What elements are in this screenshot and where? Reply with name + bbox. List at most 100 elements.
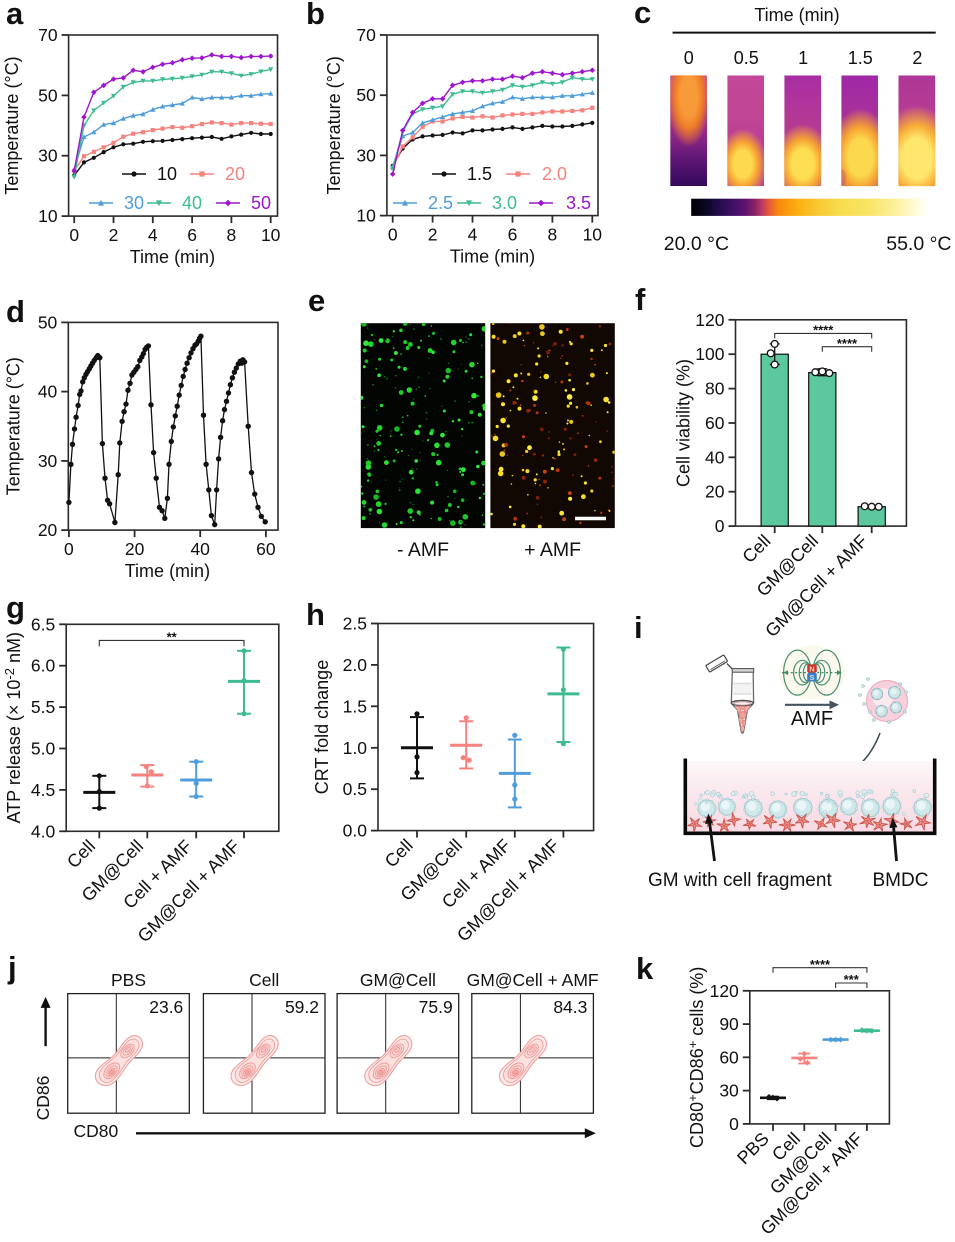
svg-text:CRT fold change: CRT fold change [312,660,332,794]
svg-text:0.5: 0.5 [343,779,367,799]
svg-text:Cell viability (%): Cell viability (%) [674,359,694,487]
svg-text:50: 50 [38,312,58,332]
svg-text:Time (min): Time (min) [130,247,215,267]
svg-text:0: 0 [388,225,398,245]
svg-text:1.0: 1.0 [343,738,368,758]
svg-text:6: 6 [508,225,518,245]
svg-text:1.5: 1.5 [848,48,873,68]
svg-text:30: 30 [124,193,144,213]
svg-text:- AMF: - AMF [397,539,449,561]
svg-text:30: 30 [719,1081,739,1101]
svg-text:***: *** [844,972,860,987]
svg-text:1.5: 1.5 [467,164,492,184]
svg-text:40: 40 [190,539,210,559]
svg-text:d: d [6,294,25,329]
svg-text:55.0 °C: 55.0 °C [886,233,951,255]
svg-text:**: ** [167,630,178,645]
svg-text:c: c [634,0,651,30]
svg-text:100: 100 [695,344,724,364]
svg-text:30: 30 [38,451,58,471]
svg-text:1.5: 1.5 [343,696,367,716]
svg-text:60: 60 [705,413,725,433]
svg-text:90: 90 [719,1014,739,1034]
svg-text:g: g [6,590,25,625]
svg-text:GM with cell fragment: GM with cell fragment [648,870,832,891]
svg-text:3.5: 3.5 [566,193,591,213]
svg-text:10: 10 [583,225,603,245]
svg-text:80: 80 [705,379,725,399]
svg-text:0: 0 [729,1114,739,1134]
svg-text:4.0: 4.0 [31,821,56,841]
svg-text:40: 40 [705,447,725,467]
svg-text:2.0: 2.0 [542,164,567,184]
svg-text:20: 20 [705,482,725,502]
svg-text:2: 2 [912,48,922,68]
svg-text:a: a [6,0,24,31]
svg-text:2: 2 [428,225,438,245]
svg-text:0: 0 [69,225,79,245]
svg-text:i: i [634,610,643,645]
svg-text:5.0: 5.0 [31,739,56,759]
svg-text:50: 50 [356,85,376,105]
svg-text:23.6: 23.6 [149,997,183,1017]
svg-text:20.0 °C: 20.0 °C [664,233,729,255]
svg-text:GM@Cell: GM@Cell [360,970,436,990]
svg-text:40: 40 [182,193,202,213]
svg-text:CD80+CD86+ cells (%): CD80+CD86+ cells (%) [685,967,707,1148]
svg-text:b: b [306,0,325,31]
svg-text:10: 10 [356,206,376,226]
svg-text:20: 20 [125,539,145,559]
svg-text:6.0: 6.0 [31,656,56,676]
svg-text:Time (min): Time (min) [125,561,210,581]
svg-text:Temperature (°C): Temperature (°C) [324,56,344,194]
svg-text:****: **** [837,336,858,351]
svg-text:S: S [809,673,814,682]
svg-text:N: N [809,665,814,674]
svg-text:2: 2 [109,225,119,245]
svg-text:120: 120 [710,981,739,1001]
svg-text:10: 10 [261,225,281,245]
svg-text:Temperature (°C): Temperature (°C) [2,56,22,194]
svg-text:3.0: 3.0 [492,193,517,213]
svg-text:0: 0 [715,516,725,536]
svg-text:30: 30 [356,145,376,165]
svg-text:CD86: CD86 [33,1076,53,1121]
svg-text:20: 20 [225,164,245,184]
svg-text:0.5: 0.5 [734,48,759,68]
svg-text:60: 60 [719,1047,739,1067]
svg-text:CD80: CD80 [74,1121,119,1141]
svg-text:BMDC: BMDC [873,870,929,891]
svg-text:Time (min): Time (min) [450,247,535,267]
svg-text:50: 50 [251,193,271,213]
svg-text:k: k [636,951,654,986]
svg-text:2.5: 2.5 [428,193,453,213]
svg-text:6.5: 6.5 [31,614,55,634]
svg-text:0: 0 [64,539,74,559]
svg-text:70: 70 [38,25,58,45]
svg-text:120: 120 [695,310,724,330]
svg-text:j: j [7,950,17,985]
svg-text:f: f [635,282,646,317]
svg-text:50: 50 [38,85,58,105]
svg-text:10: 10 [157,164,177,184]
svg-text:Cell: Cell [249,970,279,990]
svg-text:1: 1 [798,48,808,68]
svg-text:59.2: 59.2 [285,997,319,1017]
svg-text:6: 6 [187,225,197,245]
svg-text:84.3: 84.3 [553,997,587,1017]
svg-text:4: 4 [468,225,478,245]
svg-text:Temperature (°C): Temperature (°C) [4,357,24,495]
svg-text:****: **** [813,323,834,338]
svg-text:2.5: 2.5 [343,614,367,634]
svg-text:8: 8 [548,225,558,245]
svg-text:0: 0 [684,48,694,68]
svg-text:5.5: 5.5 [31,697,55,717]
svg-text:10: 10 [38,206,58,226]
svg-text:h: h [306,597,325,632]
svg-text:75.9: 75.9 [419,997,453,1017]
svg-text:****: **** [810,957,831,972]
svg-text:2.0: 2.0 [343,655,368,675]
svg-text:60: 60 [256,539,276,559]
svg-text:e: e [308,283,325,318]
svg-text:20: 20 [38,520,58,540]
